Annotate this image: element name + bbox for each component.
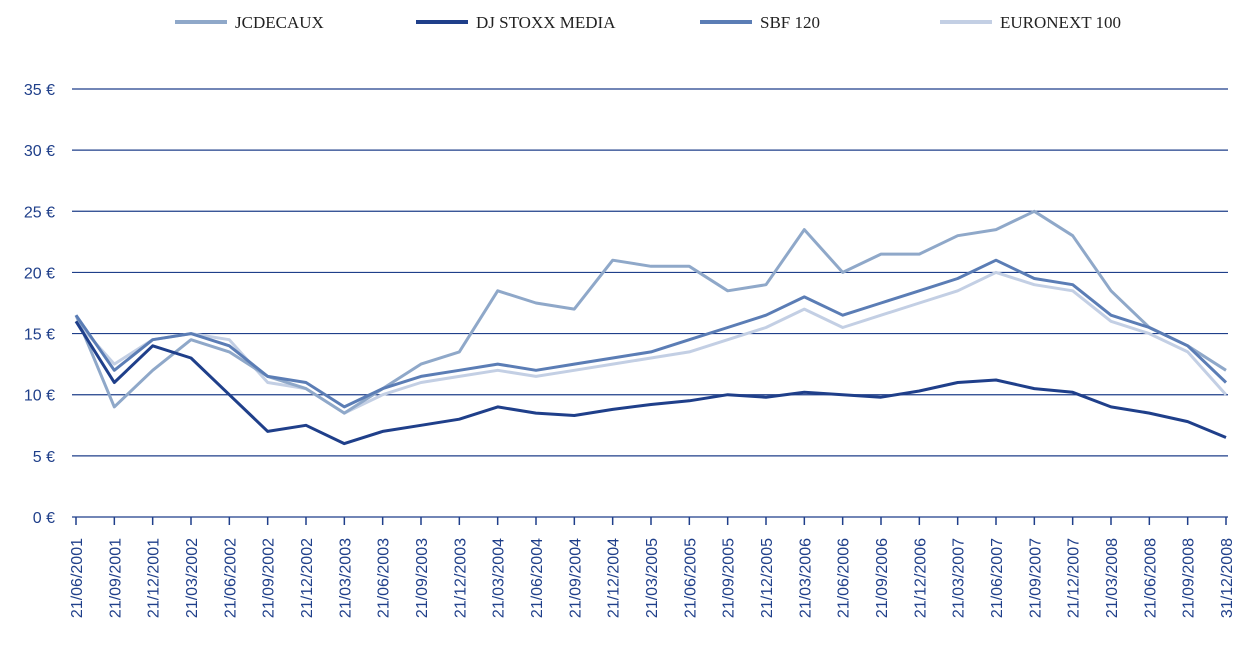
x-tick-label: 21/06/2008 — [1142, 538, 1159, 618]
x-tick-label: 21/09/2002 — [261, 538, 278, 618]
x-tick-label: 21/09/2005 — [721, 538, 738, 618]
x-tick-label: 21/09/2007 — [1027, 538, 1044, 618]
x-tick-label: 21/12/2007 — [1066, 538, 1083, 618]
x-tick-label: 21/03/2003 — [337, 538, 354, 618]
x-tick-label: 21/06/2006 — [836, 538, 853, 618]
x-tick-label: 21/09/2008 — [1181, 538, 1198, 618]
x-tick-label: 21/12/2002 — [299, 538, 316, 618]
x-tick-label: 21/03/2005 — [644, 538, 661, 618]
series-line — [74, 209, 1227, 415]
x-tick-label: 21/12/2005 — [759, 538, 776, 618]
legend-label: JCDECAUX — [235, 13, 324, 32]
y-tick-label: 15 € — [24, 327, 55, 344]
x-tick-label: 21/09/2006 — [874, 538, 891, 618]
x-tick-label: 21/12/2006 — [912, 538, 929, 618]
x-tick-label: 21/06/2003 — [376, 538, 393, 618]
x-tick-label: 21/03/2008 — [1104, 538, 1121, 618]
series-line — [74, 320, 1227, 446]
x-tick-label: 21/09/2001 — [107, 538, 124, 618]
x-tick-label: 31/12/2008 — [1219, 538, 1236, 618]
y-tick-label: 0 € — [33, 510, 55, 527]
x-tick-label: 21/09/2004 — [567, 538, 584, 618]
x-tick-label: 21/06/2001 — [69, 538, 86, 618]
x-tick-label: 21/03/2006 — [797, 538, 814, 618]
x-tick-label: 21/12/2004 — [606, 538, 623, 618]
x-tick-label: 21/03/2002 — [184, 538, 201, 618]
y-tick-label: 30 € — [24, 143, 55, 160]
y-tick-label: 10 € — [24, 388, 55, 405]
y-tick-label: 35 € — [24, 82, 55, 99]
x-tick-label: 21/12/2003 — [452, 538, 469, 618]
x-tick-label: 21/03/2007 — [951, 538, 968, 618]
x-tick-label: 21/06/2005 — [682, 538, 699, 618]
x-tick-label: 21/09/2003 — [414, 538, 431, 618]
series-line — [74, 258, 1228, 409]
x-tick-label: 21/06/2007 — [989, 538, 1006, 618]
x-tick-label: 21/12/2001 — [146, 538, 163, 618]
series-line — [74, 270, 1228, 415]
legend-label: DJ STOXX MEDIA — [476, 13, 616, 32]
x-tick-label: 21/06/2004 — [529, 538, 546, 618]
x-tick-label: 21/06/2002 — [222, 538, 239, 618]
legend-label: SBF 120 — [760, 13, 820, 32]
y-tick-label: 20 € — [24, 265, 55, 282]
y-tick-label: 25 € — [24, 204, 55, 221]
legend-label: EURONEXT 100 — [1000, 13, 1121, 32]
x-tick-label: 21/03/2004 — [491, 538, 508, 618]
y-tick-label: 5 € — [33, 449, 55, 466]
